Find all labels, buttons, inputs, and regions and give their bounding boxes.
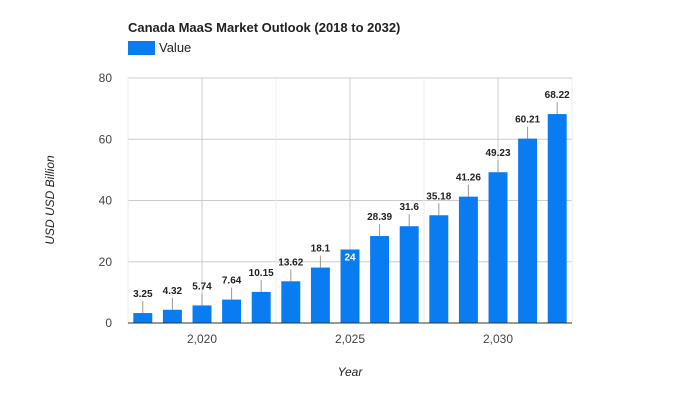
data-label: 68.22	[545, 90, 570, 101]
bar	[399, 226, 419, 323]
y-axis-ticks: 0 20 40 60 80	[99, 71, 113, 330]
bar	[222, 299, 242, 323]
bar	[162, 309, 182, 323]
bar	[429, 215, 449, 323]
data-label: 7.64	[222, 276, 242, 287]
y-tick-label: 20	[99, 255, 113, 269]
data-label: 4.32	[163, 286, 183, 297]
bar	[458, 196, 478, 323]
bars	[133, 114, 567, 323]
chart-title: Canada MaaS Market Outlook (2018 to 2032…	[128, 20, 400, 35]
bar	[518, 138, 538, 323]
data-label: 28.39	[367, 212, 392, 223]
y-tick-label: 60	[99, 132, 113, 146]
legend-swatch	[128, 41, 155, 55]
bar	[488, 172, 508, 323]
data-label: 35.18	[426, 191, 451, 202]
bar	[251, 291, 271, 323]
bar	[133, 313, 153, 323]
y-axis-title: USD USD Billion	[43, 155, 57, 245]
legend-label: Value	[159, 40, 191, 55]
x-axis-title: Year	[338, 365, 364, 379]
y-tick-label: 40	[99, 194, 113, 208]
bar	[310, 267, 330, 323]
y-tick-label: 80	[99, 71, 113, 85]
bar	[547, 114, 567, 323]
data-label: 5.74	[192, 281, 212, 292]
data-label: 24	[344, 253, 356, 264]
data-label: 3.25	[133, 289, 153, 300]
bar	[281, 281, 301, 323]
data-labels: 3.25 4.32 5.74 7.64 10.15 13.62 18.1 24 28.39 31.…	[133, 90, 570, 314]
x-tick-label: 2,025	[335, 332, 365, 346]
y-tick-label: 0	[105, 316, 112, 330]
data-label: 60.21	[515, 115, 540, 126]
x-tick-label: 2,030	[483, 332, 513, 346]
legend: Value	[128, 40, 191, 55]
data-label: 49.23	[485, 148, 510, 159]
data-label: 41.26	[456, 173, 481, 184]
data-label: 31.6	[399, 202, 419, 213]
bar	[192, 305, 212, 323]
x-axis-ticks: 2,020 2,025 2,030	[187, 332, 513, 346]
bar	[370, 236, 390, 323]
x-tick-label: 2,020	[187, 332, 217, 346]
data-label: 13.62	[278, 257, 303, 268]
data-label: 10.15	[249, 268, 274, 279]
bar	[340, 249, 360, 323]
data-label: 18.1	[311, 244, 331, 255]
